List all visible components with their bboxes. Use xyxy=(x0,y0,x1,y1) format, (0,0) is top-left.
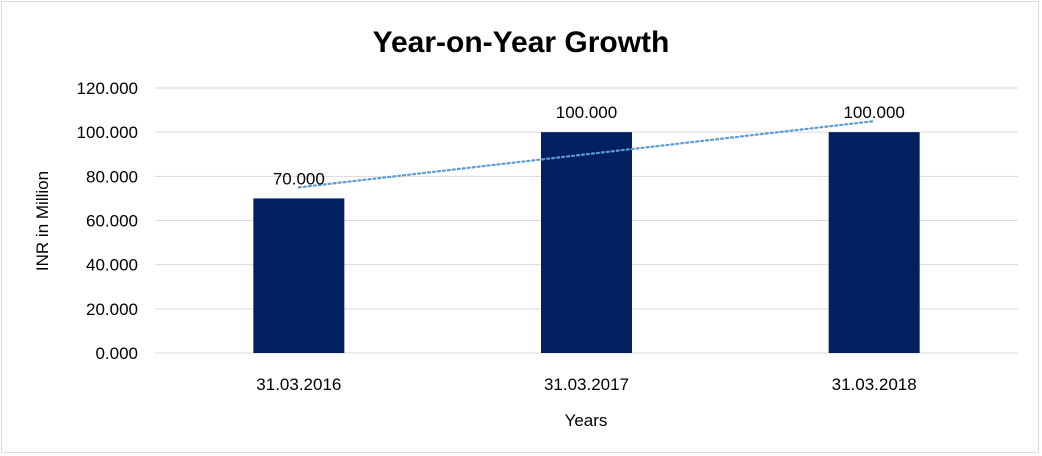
bar xyxy=(541,132,632,353)
bar xyxy=(828,132,920,353)
x-axis-label: Years xyxy=(565,411,608,430)
data-label: 100.000 xyxy=(556,103,617,122)
y-tick-label: 120.000 xyxy=(77,79,138,98)
x-tick-label: 31.03.2017 xyxy=(544,375,629,394)
y-tick-label: 100.000 xyxy=(77,123,138,142)
x-tick-label: 31.03.2016 xyxy=(256,375,341,394)
data-label: 100.000 xyxy=(843,103,904,122)
y-tick-label: 80.000 xyxy=(86,167,138,186)
x-tick-label: 31.03.2018 xyxy=(832,375,917,394)
y-tick-label: 20.000 xyxy=(86,300,138,319)
trendline xyxy=(297,120,876,189)
y-tick-label: 60.000 xyxy=(86,212,138,231)
y-tick-label: 40.000 xyxy=(86,256,138,275)
y-tick-label: 0.000 xyxy=(95,344,138,363)
chart-title: Year-on-Year Growth xyxy=(373,26,670,59)
y-axis-label: INR in Million xyxy=(33,171,52,271)
bar xyxy=(253,198,345,353)
data-label: 70.000 xyxy=(273,169,325,188)
